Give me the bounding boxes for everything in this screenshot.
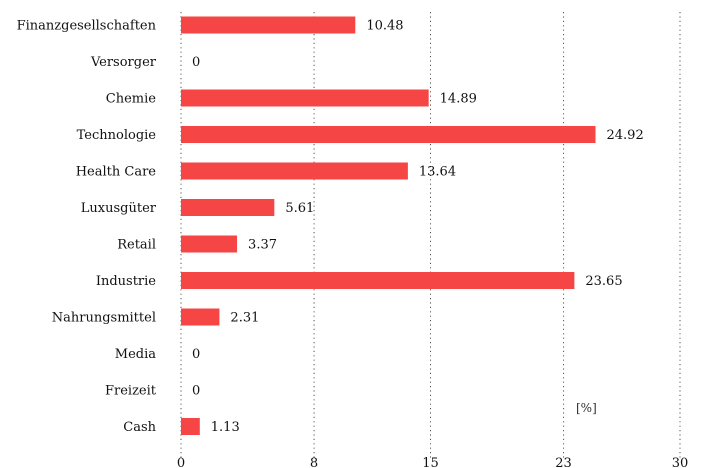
unit-label: [%] bbox=[576, 401, 597, 415]
category-label: Industrie bbox=[96, 274, 156, 289]
category-label: Nahrungsmittel bbox=[52, 311, 156, 326]
bar bbox=[181, 89, 429, 107]
value-label: 3.37 bbox=[248, 238, 277, 253]
category-label: Chemie bbox=[106, 92, 156, 107]
category-label: Luxusgüter bbox=[81, 201, 157, 216]
value-label: 0 bbox=[192, 384, 200, 399]
value-label: 14.89 bbox=[440, 92, 477, 107]
category-label: Freizeit bbox=[105, 384, 157, 399]
x-tick-label: 23 bbox=[555, 456, 572, 468]
bar bbox=[181, 418, 200, 435]
value-label: 13.64 bbox=[419, 165, 456, 180]
x-tick-labels: 0 8 15 23 30 bbox=[177, 456, 688, 468]
category-label: Finanzgesellschaften bbox=[17, 19, 157, 34]
value-label: 5.61 bbox=[285, 201, 314, 216]
x-tick-label: 15 bbox=[422, 456, 439, 468]
bar bbox=[181, 126, 596, 143]
x-tick-label: 0 bbox=[177, 456, 185, 468]
value-label: 1.13 bbox=[211, 420, 240, 435]
bar bbox=[181, 308, 220, 326]
value-label: 0 bbox=[192, 347, 200, 362]
x-tick-label: 30 bbox=[672, 456, 689, 468]
value-label: 24.92 bbox=[607, 128, 644, 143]
category-labels: Finanzgesellschaften Versorger Chemie Techn… bbox=[17, 19, 157, 436]
bar bbox=[181, 272, 575, 289]
category-label: Health Care bbox=[76, 165, 157, 180]
category-label: Technologie bbox=[77, 128, 157, 143]
category-label: Retail bbox=[117, 238, 156, 253]
bar bbox=[181, 199, 275, 216]
category-label: Media bbox=[115, 347, 156, 362]
value-label: 10.48 bbox=[366, 19, 403, 34]
bar bbox=[181, 162, 408, 180]
value-label: 23.65 bbox=[585, 274, 622, 289]
gridlines bbox=[180, 12, 681, 458]
bar bbox=[181, 235, 238, 253]
category-label: Cash bbox=[123, 420, 156, 435]
category-label: Versorger bbox=[90, 55, 157, 70]
bars bbox=[181, 16, 596, 435]
value-label: 0 bbox=[192, 55, 200, 70]
value-label: 2.31 bbox=[230, 311, 259, 326]
bar bbox=[181, 16, 356, 34]
value-labels: 10.48 0 14.89 24.92 13.64 5.61 3.37 23.65 2.31 0 0… bbox=[192, 19, 644, 436]
x-tick-label: 8 bbox=[310, 456, 318, 468]
